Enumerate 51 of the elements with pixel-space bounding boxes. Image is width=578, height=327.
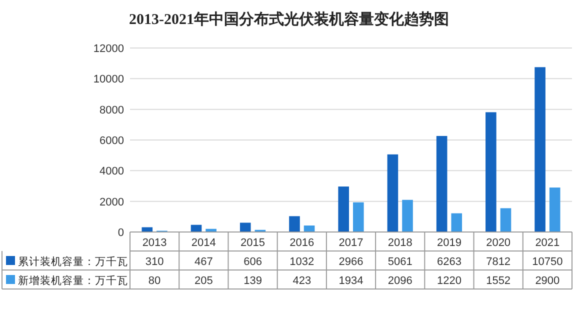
y-tick-label: 4000 [100, 166, 124, 178]
bar [486, 112, 496, 232]
data-label: 2096 [388, 275, 412, 287]
x-tick-label: 2019 [436, 237, 462, 249]
data-label: 6263 [436, 256, 462, 268]
bar [353, 202, 364, 232]
x-tick-label: 2020 [486, 237, 511, 249]
data-label: 467 [194, 256, 213, 268]
bar [387, 154, 398, 232]
y-tick-label: 8000 [100, 104, 124, 116]
y-tick-label: 2000 [100, 196, 124, 208]
data-label: 205 [194, 275, 213, 287]
y-tick-label: 10000 [93, 74, 124, 86]
x-tick-label: 2021 [535, 237, 560, 249]
x-tick-label: 2013 [142, 237, 167, 249]
data-label: 1934 [338, 275, 364, 287]
data-label: 1032 [290, 256, 314, 268]
data-label: 80 [148, 275, 161, 287]
data-label: 1220 [436, 275, 462, 287]
data-label: 10750 [532, 256, 563, 268]
data-label: 5061 [388, 256, 412, 268]
data-label: 606 [244, 256, 262, 268]
bar [142, 227, 153, 232]
legend-label: 累计装机容量：万千瓦 [18, 255, 128, 268]
bar [240, 222, 251, 232]
bar [289, 216, 300, 232]
bar [451, 213, 462, 232]
data-label: 2900 [535, 275, 560, 287]
x-tick-label: 2015 [240, 237, 266, 249]
x-tick-label: 2018 [388, 237, 412, 249]
bar [500, 208, 512, 232]
bar [402, 200, 413, 232]
chart-title: 2013-2021年中国分布式光伏装机容量变化趋势图 [129, 10, 449, 28]
y-tick-label: 12000 [93, 43, 124, 55]
data-label: 1552 [486, 275, 511, 287]
data-label: 2966 [338, 256, 364, 268]
y-tick-label: 6000 [100, 135, 124, 147]
legend-label: 新增装机容量：万千瓦 [18, 274, 128, 287]
data-label: 423 [292, 275, 312, 287]
data-label: 139 [244, 275, 262, 287]
x-tick-label: 2014 [191, 237, 216, 249]
data-label: 310 [145, 256, 164, 268]
bar [549, 188, 560, 232]
y-tick-label: 0 [118, 227, 124, 239]
bar [436, 136, 448, 232]
bar [304, 226, 315, 232]
x-tick-label: 2016 [290, 237, 314, 249]
data-label: 7812 [486, 256, 511, 268]
bar [338, 186, 349, 232]
x-tick-label: 2017 [338, 237, 364, 249]
bar [534, 67, 546, 232]
